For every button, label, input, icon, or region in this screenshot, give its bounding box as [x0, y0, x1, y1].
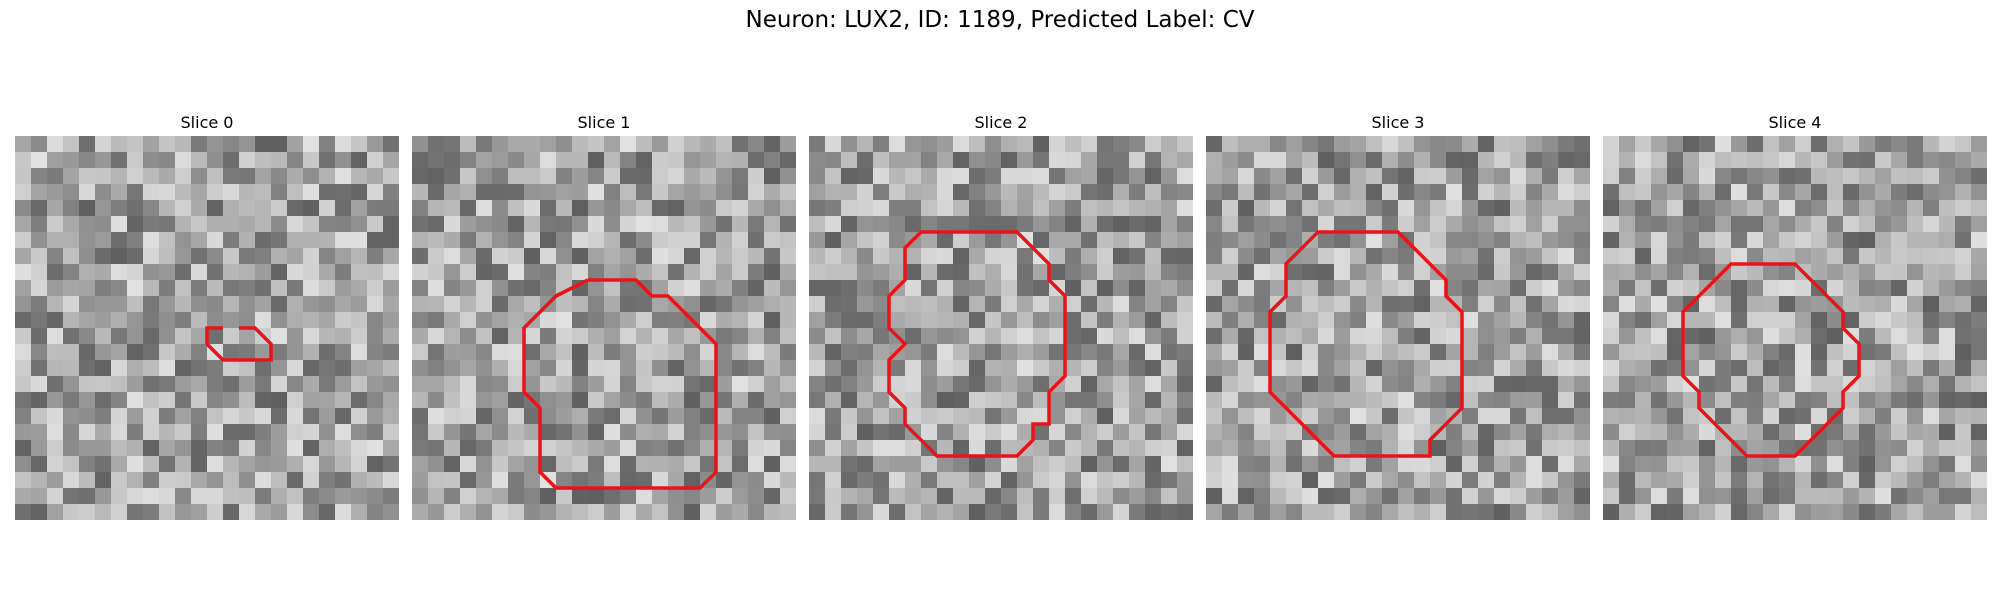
- grayscale-microscopy-image: [809, 136, 1193, 520]
- slice-panel-4: Slice 4: [1603, 112, 1987, 520]
- grayscale-microscopy-image: [1206, 136, 1590, 520]
- grayscale-microscopy-image: [1603, 136, 1987, 520]
- slice-panel-1: Slice 1: [412, 112, 796, 520]
- slice-image: [1206, 136, 1590, 520]
- slice-title: Slice 0: [180, 113, 234, 132]
- slice-image: [1603, 136, 1987, 520]
- grayscale-microscopy-image: [412, 136, 796, 520]
- grayscale-microscopy-image: [15, 136, 399, 520]
- slice-panel-2: Slice 2: [809, 112, 1193, 520]
- slice-image: [412, 136, 796, 520]
- slice-panel-0: Slice 0: [15, 112, 399, 520]
- slice-title: Slice 2: [974, 113, 1028, 132]
- segmentation-contour: [205, 326, 273, 362]
- slice-image: [15, 136, 399, 520]
- slice-image: [809, 136, 1193, 520]
- slice-title: Slice 4: [1768, 113, 1822, 132]
- segmentation-contour: [887, 230, 1067, 458]
- slice-panel-3: Slice 3: [1206, 112, 1590, 520]
- segmentation-contour: [1268, 230, 1464, 458]
- slice-title: Slice 1: [577, 113, 631, 132]
- figure-title: Neuron: LUX2, ID: 1189, Predicted Label:…: [745, 7, 1255, 33]
- segmentation-contour: [522, 278, 718, 490]
- segmentation-contour: [1681, 262, 1861, 458]
- slice-title: Slice 3: [1371, 113, 1425, 132]
